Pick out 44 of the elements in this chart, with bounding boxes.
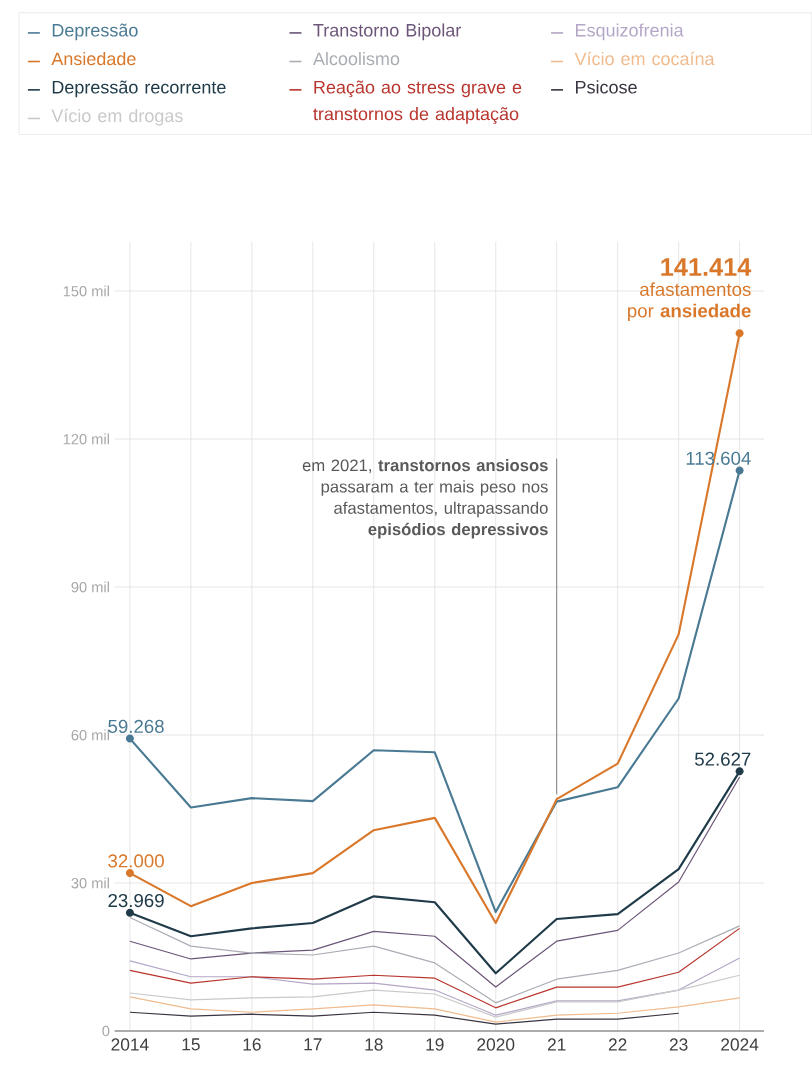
point [125,908,134,917]
x-tick-label: 17 [304,1038,322,1051]
x-tick-label: 19 [426,1038,444,1051]
ref-line-label: em 2021, transtornos ansiosos passaram a ter mais peso nos afastamentos, ultrapassando episódios depressivos [302,458,548,539]
legend-label: Transtorno Bipolar [313,23,461,41]
line-series [129,957,741,1016]
y-tick-label: 120 mil [63,433,109,445]
x-tick-label: 2024 [721,1038,759,1051]
y-tick-label: 90 mil [71,581,109,593]
legend-label: Ansiedade [51,51,136,66]
legend-label: Alcoolismo [312,51,400,66]
point [735,767,744,776]
y-tick-label: 60 mil [71,729,109,741]
x-tick-label: 18 [365,1038,383,1051]
data-label: 23.969 [108,893,164,908]
data-label: 59.268 [108,719,164,734]
line-series [129,927,741,1009]
x-tick-label: 16 [243,1038,261,1051]
legend-label: Esquizofrenia [575,23,684,41]
point [125,869,134,878]
x-tick-label: 22 [608,1038,627,1051]
line-series [129,1011,680,1025]
x-tick-label: 23 [669,1038,688,1051]
point [735,466,744,475]
data-label: 52.627 [694,752,751,766]
x-tick-label: 2020 [477,1038,515,1051]
x-tick-label: 2014 [111,1038,149,1051]
point [125,734,134,743]
legend-label: Depressão [52,23,138,41]
legend-label: Psicose [575,80,637,94]
y-tick-label: 0 [102,1025,110,1037]
x-tick-label: 15 [182,1038,200,1051]
line-series [129,996,741,1023]
legend-label: Vício em cocaína [574,51,715,66]
y-tick-label: 150 mil [63,285,109,297]
legend-label: Depressão recorrente [52,80,226,98]
y-tick-label: 30 mil [71,877,109,889]
line-series [129,974,741,1018]
annotation: afastamentos por ansiedade [627,282,751,322]
data-label: 32.000 [108,854,164,868]
x-tick-label: 21 [547,1038,566,1051]
data-label: 141.414 [661,258,752,276]
point [735,329,744,338]
legend-label: Reação ao stress grave e transtornos de adaptação [313,80,522,124]
